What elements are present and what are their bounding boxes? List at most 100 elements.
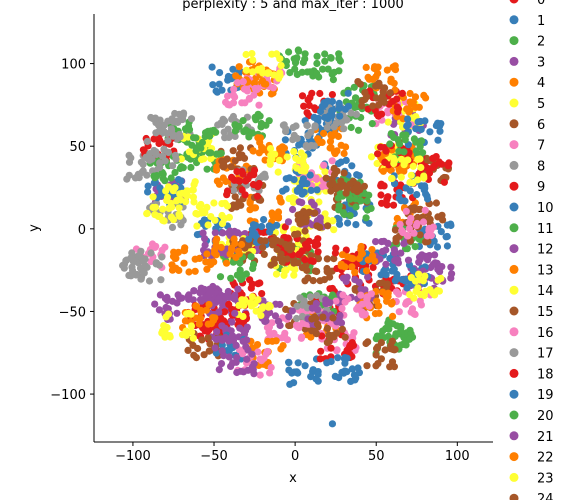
scatter-point (321, 210, 329, 218)
legend-item-6: 6 (509, 118, 545, 133)
scatter-point (363, 197, 371, 205)
scatter-point (205, 347, 213, 355)
scatter-point (292, 122, 300, 130)
scatter-point (384, 323, 392, 331)
scatter-point (248, 50, 256, 58)
scatter-point (397, 173, 405, 181)
scatter-point (163, 193, 172, 201)
legend-item-20: 20 (509, 409, 554, 424)
scatter-point (286, 380, 294, 388)
scatter-point (211, 344, 219, 352)
scatter-point (301, 277, 309, 285)
scatter-point (330, 164, 338, 172)
scatter-point (404, 115, 412, 123)
scatter-point (404, 232, 412, 240)
scatter-point (396, 140, 404, 148)
scatter-point (169, 117, 177, 125)
scatter-point (380, 144, 388, 152)
scatter-point (352, 203, 360, 211)
scatter-point (183, 310, 191, 318)
scatter-point (348, 162, 356, 170)
legend-label: 10 (537, 201, 554, 216)
axes: −100 −50 0 50 100 −100 −50 0 50 100 (50, 14, 493, 464)
scatter-point (377, 191, 385, 199)
scatter-point (289, 205, 297, 214)
scatter-point (374, 150, 382, 158)
scatter-point (268, 209, 276, 217)
scatter-point (417, 163, 425, 172)
scatter-point (197, 284, 205, 292)
scatter-point (343, 368, 351, 376)
scatter-point (288, 307, 296, 315)
scatter-point (211, 229, 219, 237)
legend-marker (509, 348, 519, 358)
scatter-point (158, 246, 166, 254)
scatter-point (393, 274, 401, 282)
scatter-point (262, 350, 270, 358)
scatter-point (235, 301, 243, 309)
scatter-point (162, 313, 170, 321)
legend-marker (509, 472, 519, 482)
scatter-point (192, 209, 200, 218)
scatter-point (278, 258, 286, 266)
scatter-point (314, 248, 322, 256)
scatter-point (362, 63, 370, 71)
legend-item-12: 12 (509, 243, 554, 258)
scatter-point (343, 346, 351, 354)
scatter-point (281, 267, 289, 275)
scatter-point (375, 332, 383, 340)
scatter-point (204, 221, 212, 229)
x-axis-label: x (289, 471, 297, 486)
legend-item-18: 18 (509, 367, 554, 382)
scatter-point (321, 57, 329, 65)
scatter-point (313, 320, 322, 328)
legend-marker (509, 368, 519, 378)
scatter-point (299, 156, 307, 165)
scatter-point (377, 271, 385, 279)
scatter-point (189, 193, 197, 201)
scatter-point (249, 365, 257, 374)
scatter-point (254, 134, 262, 142)
scatter-point (207, 213, 215, 221)
scatter-point (304, 244, 312, 252)
chart-title: perplexity : 5 and max_iter : 1000 (182, 0, 404, 12)
scatter-point (298, 68, 306, 76)
scatter-point (236, 270, 244, 278)
scatter-point (245, 241, 253, 249)
scatter-point (327, 187, 335, 195)
scatter-point (191, 178, 199, 186)
scatter-point (277, 198, 285, 206)
scatter-point (313, 291, 321, 300)
scatter-point (310, 201, 318, 209)
scatter-point (384, 118, 392, 126)
scatter-point (249, 147, 257, 155)
scatter-point (285, 359, 293, 367)
scatter-point (184, 346, 192, 354)
scatter-point (300, 297, 308, 305)
scatter-point (221, 292, 229, 300)
scatter-point (158, 329, 166, 337)
scatter-point (335, 99, 343, 107)
scatter-point (229, 65, 237, 73)
scatter-point (183, 191, 192, 200)
scatter-point (378, 247, 387, 256)
scatter-point (270, 71, 278, 79)
scatter-point (285, 174, 293, 182)
scatter-point (412, 287, 420, 295)
scatter-point (225, 133, 233, 141)
scatter-point (247, 253, 255, 261)
scatter-point (412, 125, 420, 133)
scatter-point (431, 251, 439, 259)
scatter-point (232, 341, 240, 349)
scatter-point (300, 102, 308, 110)
scatter-point (152, 259, 160, 267)
scatter-point (416, 231, 424, 239)
scatter-point (387, 300, 396, 308)
scatter-point (146, 150, 154, 158)
scatter-point (215, 335, 223, 343)
scatter-point (223, 202, 232, 210)
scatter-point (413, 219, 421, 228)
scatter-point (346, 212, 354, 220)
scatter-point (239, 78, 247, 86)
